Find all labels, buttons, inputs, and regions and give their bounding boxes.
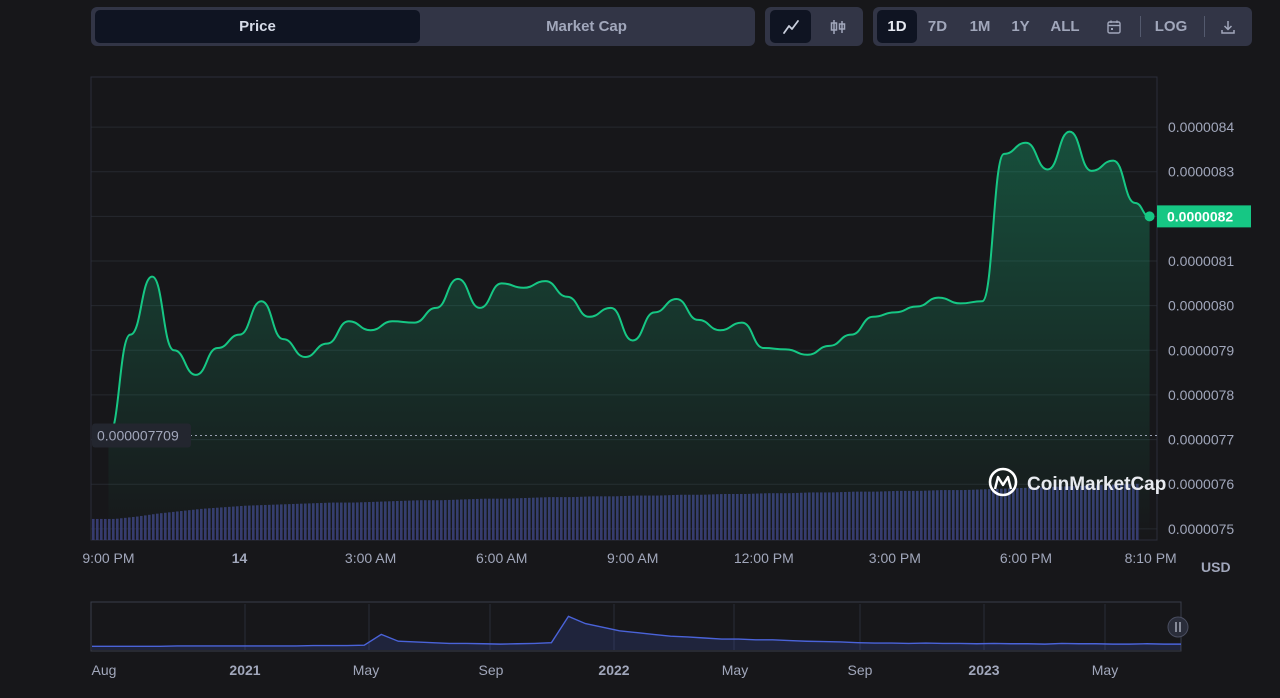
log-scale-button[interactable]: LOG bbox=[1154, 18, 1188, 35]
navigator-label: May bbox=[1092, 662, 1118, 678]
candlestick-button[interactable] bbox=[817, 10, 858, 43]
navigator-label: Sep bbox=[848, 662, 873, 678]
metric-toggle: Price Market Cap bbox=[91, 7, 755, 46]
y-tick-label: 0.0000083 bbox=[1168, 164, 1234, 180]
watermark-text: CoinMarketCap bbox=[1027, 474, 1166, 495]
navigator-grid bbox=[244, 604, 1106, 650]
x-tick-label: 14 bbox=[232, 550, 248, 566]
calendar-icon bbox=[1107, 20, 1121, 34]
time-navigator[interactable]: Aug 2021 May Sep 2022 May Sep 2023 May bbox=[90, 601, 1189, 678]
price-line bbox=[107, 130, 1150, 437]
range-1d-button[interactable]: 1D bbox=[877, 10, 917, 43]
x-tick-label: 12:00 PM bbox=[734, 550, 794, 566]
volume-bar bbox=[100, 518, 103, 540]
y-tick-label: 0.0000078 bbox=[1168, 387, 1234, 403]
x-tick-label: 6:00 AM bbox=[476, 550, 527, 566]
market-cap-tab[interactable]: Market Cap bbox=[546, 18, 627, 35]
x-axis: 9:00 PM 14 3:00 AM 6:00 AM 9:00 AM 12:00 PM 3:… bbox=[82, 550, 1176, 566]
range-1y-button[interactable]: 1Y bbox=[1011, 18, 1030, 35]
calendar-button[interactable] bbox=[1099, 10, 1129, 43]
navigator-label: 2022 bbox=[598, 662, 629, 678]
navigator-label: May bbox=[353, 662, 379, 678]
price-area-fill bbox=[108, 131, 1150, 540]
navigator-label: 2021 bbox=[229, 662, 260, 678]
navigator-label: 2023 bbox=[968, 662, 999, 678]
line-chart-icon bbox=[782, 19, 799, 34]
y-tick-label: 0.0000081 bbox=[1168, 253, 1234, 269]
navigator-handle[interactable] bbox=[1167, 616, 1189, 638]
coinmarketcap-logo-mark bbox=[993, 475, 1013, 490]
y-tick-label: 0.0000079 bbox=[1168, 342, 1234, 358]
y-tick-label: 0.0000075 bbox=[1168, 521, 1234, 537]
coinmarketcap-logo-icon bbox=[988, 467, 1018, 497]
coinmarketcap-watermark: CoinMarketCap bbox=[988, 467, 1166, 497]
navigator-labels: Aug 2021 May Sep 2022 May Sep 2023 May bbox=[92, 662, 1119, 678]
currency-label: USD bbox=[1201, 559, 1231, 575]
y-axis: 0.0000084 0.0000083 0.0000081 0.0000080 0.00… bbox=[1168, 119, 1234, 537]
x-tick-label: 9:00 AM bbox=[607, 550, 658, 566]
navigator-label: Sep bbox=[479, 662, 504, 678]
open-price-tag: 0.000007709 bbox=[92, 423, 191, 448]
candlestick-icon bbox=[830, 19, 845, 34]
y-tick-label: 0.0000080 bbox=[1168, 298, 1234, 314]
download-icon bbox=[1221, 20, 1235, 34]
y-tick-label: 0.0000076 bbox=[1168, 476, 1234, 492]
navigator-line bbox=[92, 615, 1181, 647]
download-button[interactable] bbox=[1213, 10, 1243, 43]
x-tick-label: 9:00 PM bbox=[82, 550, 134, 566]
current-price-label: 0.0000082 bbox=[1167, 208, 1233, 224]
y-tick-label: 0.0000084 bbox=[1168, 119, 1234, 135]
chart-type-toggle bbox=[765, 7, 863, 46]
y-tick-label: 0.0000077 bbox=[1168, 432, 1234, 448]
range-1m-button[interactable]: 1M bbox=[969, 18, 991, 35]
volume-bar bbox=[96, 518, 99, 540]
last-price-dot bbox=[1144, 211, 1155, 222]
x-tick-label: 8:10 PM bbox=[1125, 550, 1177, 566]
navigator-label: May bbox=[722, 662, 748, 678]
range-all-button[interactable]: ALL bbox=[1050, 18, 1080, 35]
volume-bar bbox=[92, 518, 95, 540]
line-chart-button[interactable] bbox=[770, 10, 811, 43]
toolbar-divider bbox=[1204, 16, 1205, 37]
x-tick-label: 6:00 PM bbox=[1000, 550, 1052, 566]
range-7d-button[interactable]: 7D bbox=[927, 18, 948, 35]
price-tab[interactable]: Price bbox=[95, 10, 420, 43]
toolbar-divider bbox=[1140, 16, 1141, 37]
navigator-label: Aug bbox=[92, 662, 117, 678]
volume-bar bbox=[104, 518, 107, 540]
current-price-tag: 0.0000082 bbox=[1157, 205, 1251, 228]
open-price-label: 0.000007709 bbox=[97, 428, 179, 444]
range-toolbar: 1D 7D 1M 1Y ALL LOG bbox=[873, 7, 1252, 46]
x-tick-label: 3:00 AM bbox=[345, 550, 396, 566]
x-tick-label: 3:00 PM bbox=[869, 550, 921, 566]
